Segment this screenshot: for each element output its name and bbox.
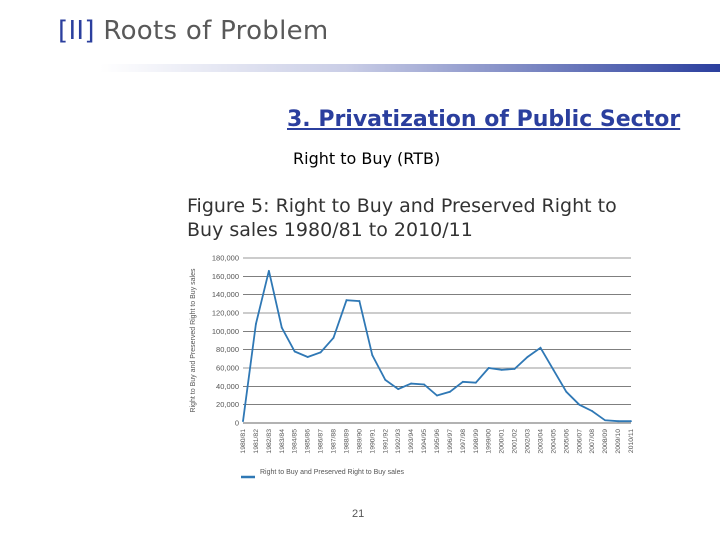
x-tick-label: 1983/84 [279,429,286,454]
x-tick-label: 2009/10 [615,429,622,454]
data-point [410,382,413,385]
data-point [526,356,529,358]
x-tick-label: 1996/97 [447,429,454,454]
y-tick-labels: 0 20,000 40,000 60,000 80,000 100,000 120,000 1… [212,254,239,428]
y-tick-label: 60,000 [216,364,239,373]
section-title: Roots of Problem [103,16,329,46]
x-tick-label: 2007/08 [589,429,596,454]
data-point [384,379,387,381]
y-axis-label: Right to Buy and Preserved Right to Buy … [190,268,197,412]
y-tick-label: 140,000 [212,290,239,299]
data-point [358,300,361,302]
data-point [345,299,348,302]
legend-label: Right to Buy and Preserved Right to Buy … [260,469,404,476]
series-lines [242,270,631,423]
page-number: 21 [352,508,365,520]
x-tick-label: 1984/85 [292,429,299,454]
data-point [578,403,581,406]
data-point [617,420,619,423]
x-tick-label: 2006/07 [576,429,583,454]
data-point [513,368,516,370]
x-tick-label: 1993/94 [408,429,415,454]
x-tick-label: 1994/95 [421,429,428,454]
data-point [423,383,425,386]
x-tick-label: 1989/90 [356,429,363,454]
y-tick-label: 20,000 [216,400,239,409]
x-tick-label: 1990/91 [369,429,376,454]
x-tick-label: 1981/82 [253,429,260,454]
x-tick-label: 1999/00 [486,429,493,454]
x-tick-label: 2010/11 [628,429,635,453]
data-point [255,323,257,325]
y-tick-label: 180,000 [212,254,239,263]
x-tick-label: 1980/81 [240,429,247,454]
data-point [436,394,438,397]
x-tick-label: 2001/02 [512,429,519,454]
x-tick-label: 1986/87 [318,429,325,454]
data-point [474,381,477,384]
data-point [397,388,400,390]
y-tick-label: 120,000 [212,309,239,318]
slide-subtitle: 3. Privatization of Public Sector [287,107,681,132]
slide-title: [II] Roots of Problem [58,16,329,46]
x-tick-label: 1998/99 [473,429,480,454]
data-point [319,351,322,354]
data-point [552,368,555,371]
y-tick-label: 100,000 [212,327,239,336]
data-point [565,390,568,393]
figure-title: Figure 5: Right to Buy and Preserved Rig… [187,195,617,241]
x-tick-label: 1987/88 [331,429,338,454]
x-tick-label: 1991/92 [382,429,389,454]
x-tick-label: 1995/96 [434,429,441,454]
chart-grid [243,257,631,424]
data-point [267,269,270,272]
x-tick-label: 1992/93 [395,429,402,454]
x-tick-label: 2003/04 [537,429,544,454]
data-point [332,336,335,339]
line-chart: 0 20,000 40,000 60,000 80,000 100,000 120,000 1… [190,254,635,479]
rtb-label: Right to Buy (RTB) [293,149,441,168]
x-tick-label: 2005/06 [563,429,570,454]
x-tick-label: 1982/83 [266,429,273,454]
y-tick-label: 0 [235,419,239,428]
y-tick-label: 40,000 [216,382,239,391]
x-tick-label: 1988/89 [343,429,350,454]
data-point [461,380,464,383]
data-point [630,420,632,423]
data-point [591,410,594,412]
data-point [371,354,374,357]
data-point [500,368,503,371]
data-point [242,420,244,423]
y-tick-label: 160,000 [212,272,239,281]
data-point [293,350,296,353]
data-point [604,419,607,422]
x-tick-labels: 1980/81 1981/82 1982/83 1983/84 1984/85 1985/… [240,429,635,454]
x-tick-label: 1985/86 [305,429,312,454]
title-divider [100,64,720,72]
x-tick-label: 1997/98 [460,429,467,454]
data-point [487,367,490,369]
y-tick-label: 80,000 [216,345,239,354]
data-point [280,326,283,329]
x-tick-label: 2004/05 [550,429,557,454]
x-tick-label: 2000/01 [499,429,506,454]
series-points [242,269,632,423]
series-line [242,270,631,423]
data-point [306,356,309,358]
section-number: [II] [58,16,95,46]
data-point [539,346,542,349]
data-point [449,390,451,393]
x-tick-label: 2002/03 [525,429,532,454]
x-tick-label: 2008/09 [602,429,609,454]
